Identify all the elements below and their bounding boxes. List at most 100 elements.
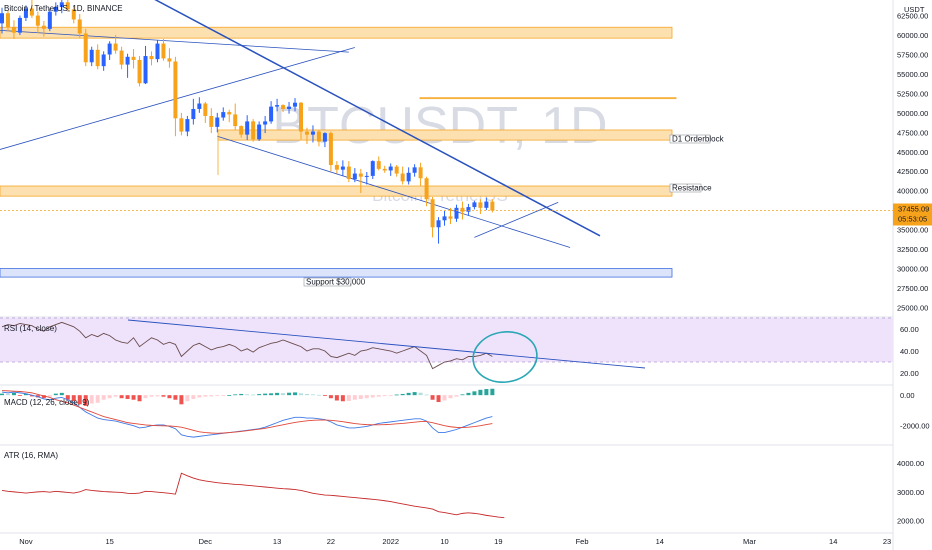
- macd-histogram-bar: [41, 395, 46, 399]
- candle-body: [203, 103, 208, 116]
- candle-body: [340, 166, 345, 170]
- time-tick-label: 13: [273, 537, 281, 546]
- price-axis[interactable]: USDT 62500.00 60000.00 57500.00 55000.00 525…: [897, 5, 928, 312]
- macd-histogram-bar: [29, 395, 34, 397]
- candle-body: [442, 216, 447, 221]
- macd-histogram-bar: [448, 395, 453, 399]
- atr-tick-label: 3000.00: [897, 488, 924, 497]
- candle-body: [304, 131, 309, 135]
- candle-body: [299, 102, 303, 132]
- macd-histogram-bar: [394, 394, 399, 396]
- candle-body: [227, 112, 232, 115]
- rsi-line: [1, 321, 493, 370]
- candle-body: [287, 106, 292, 109]
- macd-histogram-bar: [83, 395, 88, 406]
- macd-histogram-bar: [412, 392, 417, 396]
- candle-body: [29, 8, 34, 16]
- candle-body: [101, 54, 106, 67]
- macd-histogram-bar: [209, 395, 214, 397]
- macd-histogram-bar: [472, 391, 477, 396]
- wedge-lower-line: [474, 201, 559, 238]
- macd-histogram-bar: [316, 394, 321, 396]
- macd-histogram-bar: [281, 393, 286, 396]
- candle-body: [478, 202, 483, 208]
- rsi-tick-label: 20.00: [900, 369, 919, 378]
- candle-body: [358, 173, 363, 177]
- macd-histogram-bar: [358, 395, 363, 399]
- candle-body: [41, 25, 46, 29]
- rsi-title: RSI (14, close): [4, 324, 57, 333]
- macd-histogram-bar: [293, 392, 298, 396]
- orderblock-label: D1 Orderblock: [672, 135, 725, 144]
- candle-body: [197, 103, 202, 109]
- macd-histogram-bar: [328, 395, 333, 399]
- candle-body: [17, 17, 22, 33]
- support-label: Support $30,000: [306, 278, 366, 287]
- candle-body: [239, 126, 244, 135]
- candle-body: [466, 207, 471, 212]
- candle-body: [161, 43, 166, 59]
- atr-axis[interactable]: 4000.00 3000.00 2000.00: [897, 459, 924, 525]
- resistance-zone: [0, 185, 673, 197]
- candle-body: [53, 7, 58, 12]
- candle-body: [275, 105, 280, 107]
- atr-line: [1, 472, 505, 519]
- candle-body: [430, 199, 435, 228]
- price-tick-label: 30000.00: [897, 265, 928, 274]
- price-panel[interactable]: BTCUSDT, 1D Bitcoin / TetherUS D1 Orderb…: [0, 0, 725, 287]
- candle-body: [328, 133, 333, 166]
- candle-body: [215, 117, 220, 127]
- macd-axis[interactable]: 0.00 -2000.00: [900, 391, 930, 431]
- macd-histogram-bar: [197, 395, 202, 398]
- atr-panel[interactable]: ATR (16, RMA): [1, 451, 505, 519]
- currency-label: USDT: [904, 5, 925, 14]
- candle-body: [322, 133, 327, 142]
- rsi-band: [0, 318, 893, 362]
- candle-body: [119, 50, 124, 65]
- time-axis[interactable]: Nov15Dec132220221019Feb14Mar1423Apr11: [19, 537, 932, 546]
- time-tick-label: 2022: [382, 537, 399, 546]
- macd-histogram-bar: [364, 395, 369, 399]
- macd-histogram-bar: [71, 395, 76, 402]
- macd-histogram-bar: [101, 395, 106, 400]
- macd-histogram-bar: [173, 395, 178, 400]
- current-price-marker: 37455.09 05:53:05: [0, 203, 932, 226]
- macd-histogram-bar: [346, 395, 351, 401]
- rsi-trendline: [127, 319, 646, 369]
- candle-body: [281, 105, 286, 109]
- macd-panel[interactable]: MACD (12, 26, close, 9): [0, 388, 495, 438]
- d1-orderblock-zone: [217, 129, 673, 141]
- candle-body: [316, 131, 321, 142]
- macd-histogram-bar: [113, 395, 118, 397]
- candle-body: [364, 175, 369, 177]
- candle-body: [137, 59, 142, 84]
- macd-histogram-bar: [17, 395, 22, 396]
- rsi-axis[interactable]: 60.00 40.00 20.00: [900, 325, 919, 378]
- candle-body: [71, 9, 76, 20]
- macd-histogram-bar: [185, 395, 190, 402]
- signal-line: [1, 390, 493, 434]
- macd-histogram-bar: [382, 395, 387, 397]
- candle-body: [167, 58, 172, 62]
- main-downtrend-line: [154, 0, 601, 237]
- macd-histogram-bar: [322, 395, 327, 396]
- macd-histogram-bar: [442, 395, 447, 401]
- macd-histogram-bar: [400, 393, 405, 396]
- candle-body: [5, 13, 10, 28]
- channel-lower-line: [217, 135, 571, 248]
- candle-body: [233, 114, 238, 127]
- price-tick-label: 45000.00: [897, 148, 928, 157]
- macd-histogram-bar: [490, 388, 495, 396]
- price-tick-label: 60000.00: [897, 31, 928, 40]
- candle-body: [352, 173, 357, 180]
- candle-body: [436, 220, 441, 228]
- price-tick-label: 25000.00: [897, 303, 928, 312]
- candle-body: [221, 112, 226, 118]
- rsi-panel[interactable]: RSI (14, close): [0, 317, 893, 386]
- macd-histogram-bar: [77, 395, 82, 405]
- candle-body: [448, 216, 453, 219]
- candles: [0, 0, 495, 244]
- macd-histogram-bar: [5, 393, 10, 396]
- macd-histogram-bar: [460, 394, 465, 396]
